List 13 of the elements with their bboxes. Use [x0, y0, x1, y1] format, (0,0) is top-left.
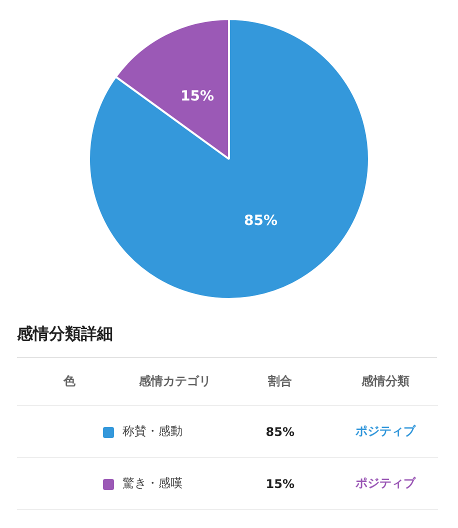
text: 割合 — [228, 358, 333, 406]
legend-label: 驚き・感嘆 — [122, 458, 228, 510]
text: 色 — [17, 358, 122, 406]
text: ポジティブ — [332, 458, 438, 510]
text: 85% — [266, 424, 294, 438]
text: 15% — [266, 476, 294, 490]
text: 感情カテゴリ — [122, 358, 228, 406]
data-label: 85% — [244, 213, 278, 230]
legend-label: 称賛・感動 — [122, 406, 228, 458]
text: ポジティブ — [332, 406, 438, 458]
text: 感情分類詳細 — [17, 324, 437, 358]
data-label: 15% — [180, 88, 214, 104]
text: 感情分類 — [332, 358, 438, 406]
